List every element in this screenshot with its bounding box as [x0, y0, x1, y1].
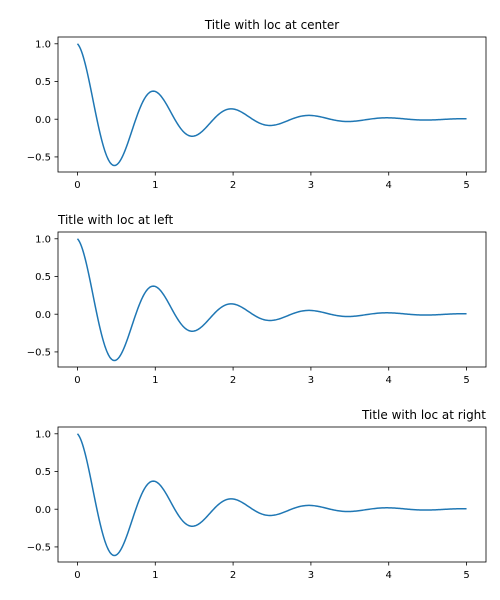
x-tick-label: 5: [463, 375, 469, 386]
x-tick-label: 1: [152, 180, 158, 191]
x-tick-label: 2: [230, 570, 236, 581]
chart-title: Title with loc at center: [204, 18, 339, 32]
x-tick-label: 0: [74, 570, 80, 581]
x-tick-label: 4: [386, 375, 392, 386]
x-tick-label: 4: [386, 570, 392, 581]
series-line: [76, 433, 467, 557]
x-tick-label: 1: [152, 570, 158, 581]
x-tick-label: 3: [308, 180, 314, 191]
y-tick-label: 0.5: [35, 272, 51, 283]
x-tick-label: 0: [74, 180, 80, 191]
axes-frame: [57, 231, 487, 368]
y-tick-label: −0.5: [27, 348, 51, 359]
x-tick-label: 5: [463, 570, 469, 581]
y-tick-label: 0.5: [35, 77, 51, 88]
y-tick-label: −0.5: [27, 153, 51, 164]
chart-title: Title with loc at left: [57, 213, 173, 227]
x-tick-label: 4: [386, 180, 392, 191]
y-tick-label: 1.0: [35, 429, 51, 440]
x-tick-label: 5: [463, 180, 469, 191]
x-tick-label: 3: [308, 570, 314, 581]
axes-frame: [57, 426, 487, 563]
y-tick-label: 0.5: [35, 467, 51, 478]
x-tick-label: 0: [74, 375, 80, 386]
y-tick-label: −0.5: [27, 543, 51, 554]
y-tick-label: 0.0: [35, 505, 51, 516]
y-tick-label: 0.0: [35, 310, 51, 321]
x-tick-label: 2: [230, 375, 236, 386]
series-line: [76, 238, 467, 362]
x-tick-label: 1: [152, 375, 158, 386]
y-tick-label: 0.0: [35, 115, 51, 126]
y-tick-label: 1.0: [35, 39, 51, 50]
x-tick-label: 2: [230, 180, 236, 191]
subplot-2: 0 1 2 3 4 5 −0.5 0.0 0.5 1.0 Title with loc at lef…: [27, 213, 487, 386]
subplot-3: 0 1 2 3 4 5 −0.5 0.0 0.5 1.0 Title with loc at rig…: [27, 408, 487, 581]
y-tick-label: 1.0: [35, 234, 51, 245]
chart-title: Title with loc at right: [361, 408, 486, 422]
series-line: [76, 43, 467, 167]
axes-frame: [57, 36, 487, 173]
x-tick-label: 3: [308, 375, 314, 386]
subplot-1: 0 1 2 3 4 5 −0.5 0.0 0.5 1.0 Title with loc at cen…: [27, 18, 487, 191]
